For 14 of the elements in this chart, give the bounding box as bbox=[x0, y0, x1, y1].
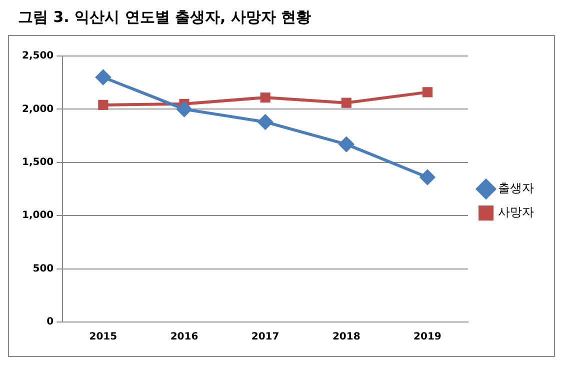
y-tick-label: 500 bbox=[32, 263, 54, 274]
y-tick-label: 2,500 bbox=[22, 50, 54, 62]
x-tick-label: 2017 bbox=[251, 332, 280, 343]
x-tick-label: 2015 bbox=[89, 332, 118, 343]
y-tick-label: 1,500 bbox=[22, 156, 54, 168]
y-tick-label: 0 bbox=[46, 316, 54, 328]
chart-title: 그림 3. 익산시 연도별 출생자, 사망자 현황 bbox=[18, 8, 312, 27]
x-tick-label: 2019 bbox=[414, 332, 442, 343]
x-tick-label: 2016 bbox=[170, 332, 198, 343]
legend-label: 출생자 bbox=[498, 181, 534, 196]
x-tick-label: 2018 bbox=[332, 332, 360, 343]
y-tick-label: 1,000 bbox=[22, 210, 54, 222]
legend-label: 사망자 bbox=[498, 205, 534, 220]
y-tick-label: 2,000 bbox=[22, 104, 54, 115]
